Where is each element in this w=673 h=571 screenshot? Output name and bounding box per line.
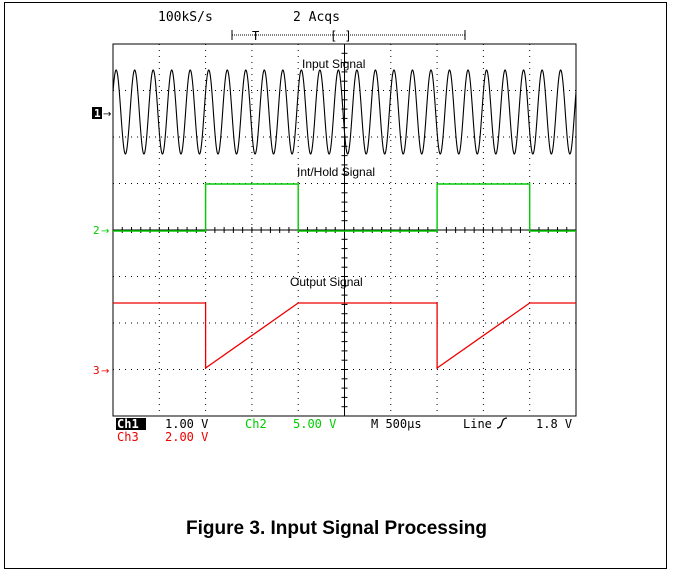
trigger-level-readout: 1.8 V <box>536 417 572 431</box>
ch3-marker-arrow: → <box>101 366 109 377</box>
ch2-readout-label: Ch2 <box>245 417 267 431</box>
ch3-marker-label: 3 <box>93 364 100 377</box>
ch1-marker-box <box>92 107 102 119</box>
trigger-marker: T <box>252 29 259 43</box>
acquisitions-label: 2 Acqs <box>293 10 340 25</box>
output-signal-label: Output Signal <box>290 275 363 289</box>
int-hold-signal-trace <box>113 183 576 232</box>
input-signal-label: Input Signal <box>302 57 365 71</box>
ch2-marker-arrow: → <box>101 226 109 237</box>
ch3-readout-label: Ch3 <box>117 430 139 444</box>
oscilloscope-screen: 100kS/s 2 Acqs T [ ] Input Signal Int/Ho… <box>92 10 577 444</box>
ch2-marker-label: 2 <box>93 224 100 237</box>
trigger-source-readout: Line <box>463 417 492 431</box>
output-signal-trace <box>113 302 576 370</box>
ch2-scale: 5.00 V <box>293 417 336 431</box>
figure-frame <box>4 2 667 569</box>
graticule <box>112 43 577 417</box>
int-hold-signal-label: Int/Hold Signal <box>297 165 375 179</box>
ch1-marker-label: 1 <box>94 107 101 120</box>
input-signal-trace <box>112 69 577 155</box>
figure-caption: Figure 3. Input Signal Processing <box>186 518 487 539</box>
rising-edge-icon <box>496 417 508 429</box>
sample-rate-label: 100kS/s <box>158 10 213 25</box>
timebase-readout: M 500µs <box>371 417 422 431</box>
ch1-scale: 1.00 V <box>165 417 208 431</box>
trigger-bracket: [ ] <box>330 29 352 43</box>
ch1-readout-box <box>116 418 146 430</box>
ch1-marker-arrow: → <box>103 109 111 120</box>
ch1-readout-label: Ch1 <box>117 417 139 431</box>
ch3-scale: 2.00 V <box>165 430 208 444</box>
